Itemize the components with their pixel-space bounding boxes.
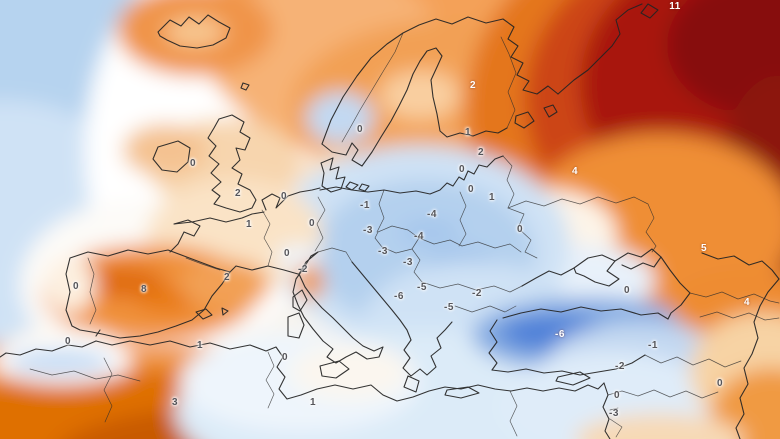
country-borders bbox=[29, 32, 780, 438]
coastlines bbox=[0, 3, 780, 439]
